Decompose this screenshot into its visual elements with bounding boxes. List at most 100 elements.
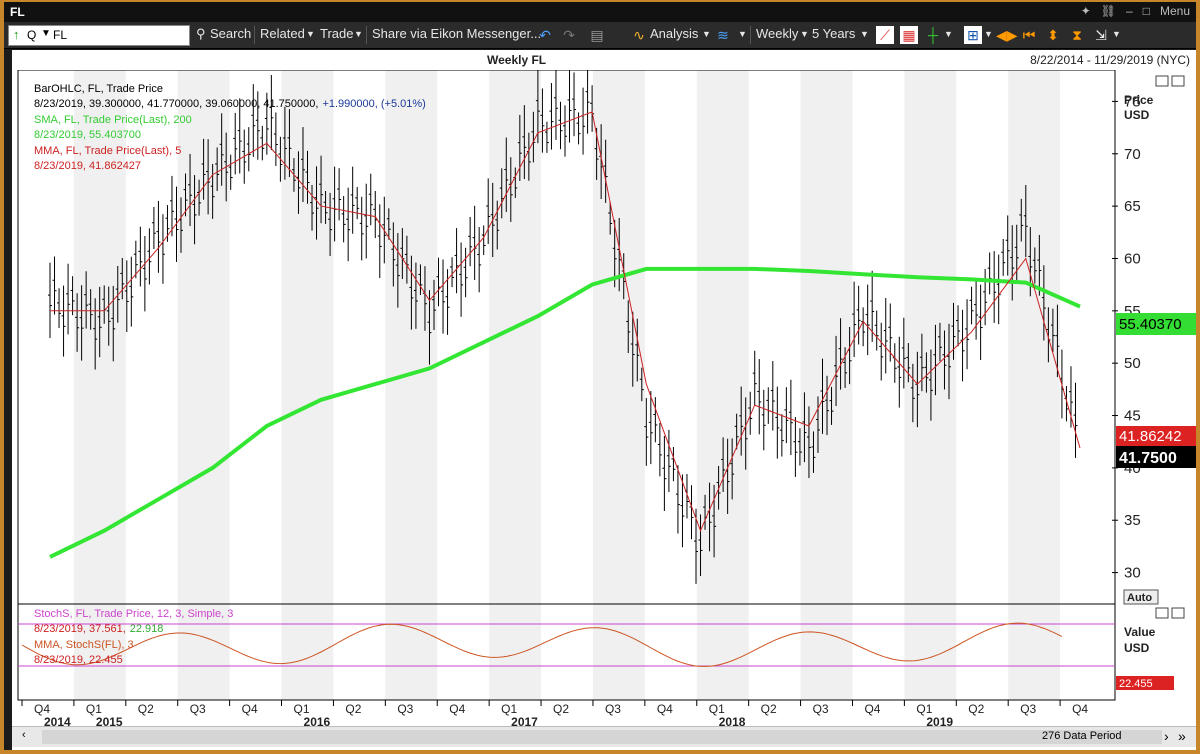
- undo-icon[interactable]: ↶: [539, 27, 551, 43]
- related-button[interactable]: Related: [260, 26, 305, 41]
- price-tick-label: 75: [1124, 93, 1141, 110]
- year-label: 2014: [44, 715, 71, 726]
- quarter-label: Q1: [709, 702, 725, 716]
- bar-chart-icon[interactable]: ▦: [900, 26, 918, 44]
- quarter-label: Q4: [1072, 702, 1088, 716]
- close-pane-icon[interactable]: [1171, 75, 1185, 87]
- link-icon[interactable]: ⛓: [1100, 4, 1117, 18]
- maximize-stoch-pane-icon[interactable]: [1155, 607, 1169, 619]
- analysis-button[interactable]: Analysis: [650, 26, 699, 41]
- chevron-down-icon[interactable]: ▼: [800, 29, 809, 39]
- quarter-label: Q3: [813, 702, 829, 716]
- scroll-left-icon[interactable]: ‹: [22, 729, 26, 741]
- wave-icon[interactable]: ≋: [717, 27, 729, 43]
- ric-dropdown-icon[interactable]: ▼: [41, 28, 51, 39]
- export-icon[interactable]: ⇲: [1095, 27, 1107, 43]
- stoch-legend-title: StochS, FL, Trade Price, 12, 3, Simple, …: [34, 608, 233, 620]
- legend-bar-change: +1.990000, (+5.01%): [322, 98, 425, 110]
- crosshair-icon[interactable]: ┼: [928, 27, 938, 43]
- chevron-down-icon[interactable]: ▼: [860, 29, 869, 39]
- quarter-band: [73, 70, 126, 700]
- range-select[interactable]: 5 Years: [812, 26, 856, 41]
- minimize-icon[interactable]: –: [1126, 4, 1133, 18]
- stoch-legend-values: 8/23/2019, 37.561, 22.918: [34, 623, 163, 635]
- restore-icon[interactable]: □: [1142, 4, 1150, 18]
- legend-bar-ohlc: 8/23/2019, 39.300000, 41.770000, 39.0600…: [34, 98, 318, 110]
- quarter-label: Q4: [242, 702, 258, 716]
- last-price-tag: [1116, 446, 1196, 468]
- quarter-label: Q1: [916, 702, 932, 716]
- scroll-end-icon[interactable]: »: [1178, 728, 1186, 744]
- period-scrollbar[interactable]: ‹ 276 Data Period › »: [12, 726, 1196, 747]
- legend-bar-values: 8/23/2019, 39.300000, 41.770000, 39.0600…: [34, 98, 426, 110]
- scroll-left-icon[interactable]: ◀▶: [996, 27, 1018, 43]
- redo-icon[interactable]: ↷: [563, 27, 575, 43]
- auto-scale-button[interactable]: [1123, 589, 1159, 605]
- stoch-tag-text: 22.455: [1119, 678, 1153, 690]
- year-label: 2018: [719, 715, 746, 726]
- toolbar-separator: [254, 26, 255, 44]
- quarter-label: Q2: [968, 702, 984, 716]
- chevron-down-icon[interactable]: ▼: [738, 29, 747, 39]
- chart-panel: Weekly FL 8/22/2014 - 11/29/2019 (NYC) 7…: [12, 50, 1196, 750]
- quarter-label: Q2: [345, 702, 361, 716]
- title-bar: FL ✦ ⛓ – □ Menu: [4, 2, 1196, 22]
- year-label: 2017: [511, 715, 538, 726]
- stoch-mma-line: [21, 622, 1063, 667]
- price-tick-label: 45: [1124, 408, 1141, 425]
- toolbar-separator: [366, 26, 367, 44]
- quarter-band: [385, 70, 438, 700]
- quarter-label: Q2: [138, 702, 154, 716]
- scroll-track[interactable]: [42, 730, 1162, 744]
- scroll-start-icon[interactable]: ⏮: [1022, 27, 1036, 43]
- search-button[interactable]: Search: [210, 26, 252, 41]
- stoch-pane-border: [17, 603, 1116, 701]
- menu-button[interactable]: Menu: [1159, 4, 1190, 18]
- maximize-pane-icon[interactable]: [1155, 75, 1169, 87]
- sma-tag-text: 55.40370: [1119, 316, 1182, 333]
- chevron-down-icon[interactable]: ▼: [944, 29, 953, 39]
- quarter-label: Q4: [449, 702, 465, 716]
- scroll-right-icon[interactable]: ›: [1164, 728, 1169, 744]
- chevron-down-icon[interactable]: ▼: [306, 29, 315, 39]
- search-icon[interactable]: ⚲: [196, 26, 206, 41]
- chevron-down-icon[interactable]: ▼: [354, 29, 363, 39]
- toolbar-separator: [750, 26, 751, 44]
- mma-tag-text: 41.86242: [1119, 428, 1182, 445]
- pin-icon[interactable]: ✦: [1080, 4, 1091, 18]
- year-label: 2016: [304, 715, 331, 726]
- sma-200-line: [49, 266, 1081, 559]
- ric-prefix[interactable]: Q: [27, 28, 37, 42]
- stoch-mma-title: MMA, StochS(FL), 3: [34, 639, 134, 651]
- print-icon[interactable]: ▤: [590, 27, 604, 43]
- chevron-down-icon[interactable]: ▼: [1112, 29, 1121, 39]
- eikon-window: FL ✦ ⛓ – □ Menu ↑ Q ▼ FL ⚲ Search Relate…: [4, 2, 1196, 750]
- ric-input[interactable]: FL: [53, 28, 68, 42]
- window-title: FL: [10, 5, 25, 19]
- analysis-icon[interactable]: ∿: [633, 27, 645, 43]
- price-tick-label: 60: [1124, 250, 1141, 267]
- quarter-label: Q4: [657, 702, 673, 716]
- data-period-label: 276 Data Period: [1042, 730, 1122, 742]
- line-chart-icon[interactable]: ⟋: [876, 26, 894, 44]
- ric-input-box[interactable]: ↑ Q ▼ FL: [8, 25, 190, 46]
- zoom-fit-icon[interactable]: ⊞: [964, 26, 982, 44]
- quarter-label: Q3: [190, 702, 206, 716]
- legend-sma-title: SMA, FL, Trade Price(Last), 200: [34, 114, 192, 126]
- price-tick-label: 65: [1124, 198, 1141, 215]
- last-price-tag-text: 41.7500: [1119, 450, 1177, 467]
- close-stoch-pane-icon[interactable]: [1171, 607, 1185, 619]
- expand-vertical-icon[interactable]: ⬍: [1047, 27, 1059, 43]
- share-button[interactable]: Share via Eikon Messenger...: [372, 26, 542, 41]
- trade-button[interactable]: Trade: [320, 26, 354, 41]
- year-label: 2015: [96, 715, 123, 726]
- mma-5-line: [50, 111, 1081, 533]
- chevron-down-icon[interactable]: ▼: [984, 29, 993, 39]
- hourglass-icon[interactable]: ⧗: [1072, 27, 1082, 43]
- legend-bar-title: BarOHLC, FL, Trade Price: [34, 83, 163, 95]
- chevron-down-icon[interactable]: ▼: [702, 29, 711, 39]
- interval-select[interactable]: Weekly: [756, 26, 799, 41]
- quarter-label: Q3: [1020, 702, 1036, 716]
